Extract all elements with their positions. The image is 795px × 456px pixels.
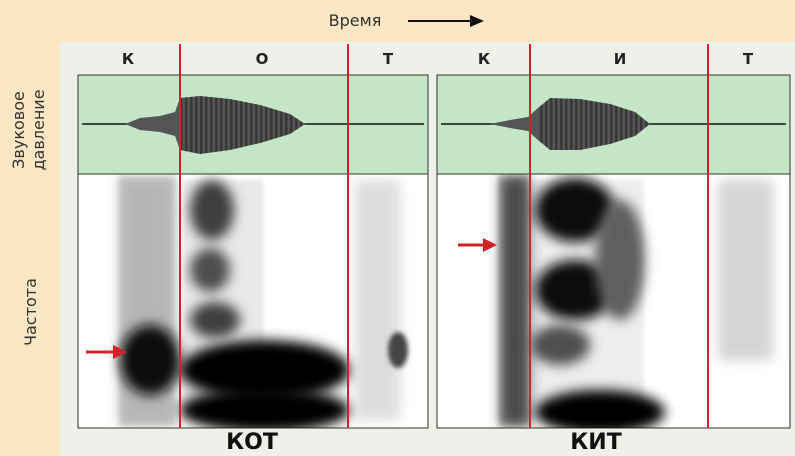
segment-label: Т: [743, 50, 754, 68]
frequency-label: Частота: [21, 278, 40, 346]
word-label: КИТ: [570, 430, 621, 455]
word-label: КОТ: [226, 430, 278, 455]
segment-label: К: [122, 50, 135, 68]
segment-label: К: [478, 50, 491, 68]
segment-label: О: [256, 50, 269, 68]
pressure-label: давление: [29, 89, 48, 170]
figure: Время Звуковое давление Частота К О Т КО…: [0, 0, 795, 456]
spectrogram: [118, 176, 408, 432]
pressure-label: Звуковое: [9, 91, 28, 169]
segment-label: Т: [383, 50, 394, 68]
time-label: Время: [329, 11, 382, 30]
segment-label: И: [614, 50, 627, 68]
